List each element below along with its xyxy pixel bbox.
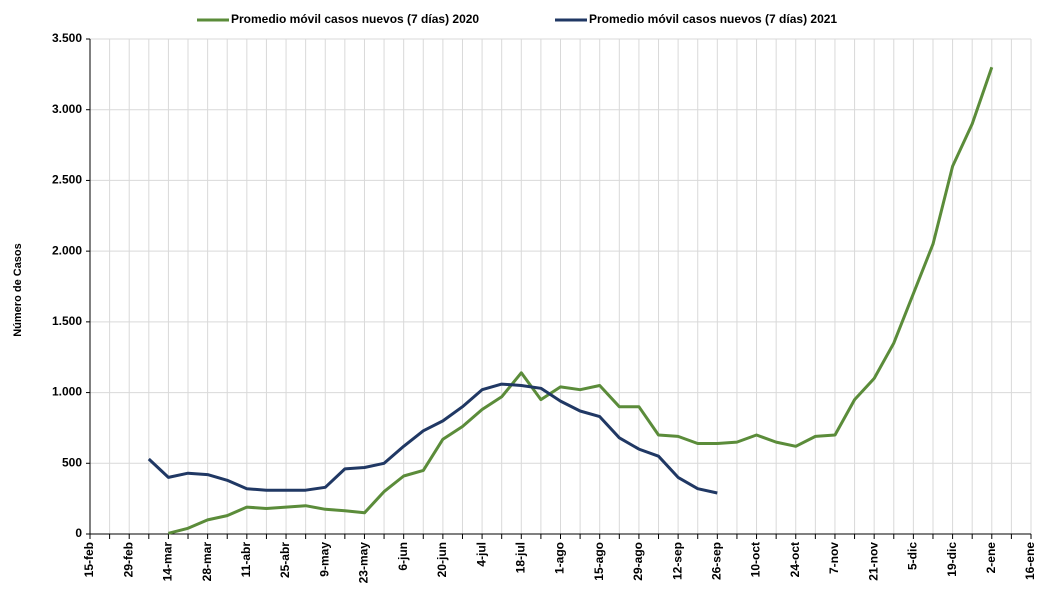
x-tick-label: 24-oct (788, 542, 802, 577)
x-tick-label: 16-ene (1023, 542, 1037, 580)
x-tick-label: 12-sep (670, 542, 684, 580)
x-tick-label: 10-oct (749, 542, 763, 577)
x-tick-label: 25-abr (278, 542, 292, 578)
x-tick-label: 19-dic (945, 542, 959, 577)
x-tick-label: 9-may (317, 542, 331, 577)
x-tick-label: 1-ago (553, 542, 567, 574)
x-tick-label: 15-feb (82, 542, 96, 577)
y-tick-label: 1.000 (52, 385, 82, 399)
x-tick-label: 14-mar (161, 542, 175, 582)
y-tick-label: 3.500 (52, 31, 82, 45)
legend-label: Promedio móvil casos nuevos (7 días) 202… (589, 12, 837, 26)
y-tick-label: 3.000 (52, 102, 82, 116)
x-tick-label: 29-feb (121, 542, 135, 577)
x-tick-label: 23-may (357, 542, 371, 584)
x-tick-label: 5-dic (906, 542, 920, 570)
x-tick-label: 28-mar (200, 542, 214, 582)
series-line (147, 382, 718, 495)
x-tick-label: 21-nov (866, 542, 880, 581)
legend-label: Promedio móvil casos nuevos (7 días) 202… (231, 12, 479, 26)
x-tick-label: 2-ene (984, 542, 998, 574)
y-tick-label: 500 (62, 455, 82, 469)
x-tick-label: 7-nov (827, 542, 841, 574)
y-axis-title: Número de Casos (12, 243, 24, 337)
x-tick-label: 18-jul (513, 542, 527, 573)
y-tick-label: 2.000 (52, 243, 82, 257)
x-tick-label: 20-jun (435, 542, 449, 577)
x-tick-label: 6-jun (396, 542, 410, 571)
y-tick-label: 0 (75, 526, 82, 540)
y-tick-label: 1.500 (52, 314, 82, 328)
x-tick-label: 26-sep (710, 542, 724, 580)
series-line (168, 66, 994, 535)
y-tick-label: 2.500 (52, 173, 82, 187)
x-tick-label: 4-jul (474, 542, 488, 567)
x-tick-label: 29-ago (631, 542, 645, 581)
x-tick-label: 15-ago (592, 542, 606, 581)
x-tick-label: 11-abr (239, 542, 253, 578)
